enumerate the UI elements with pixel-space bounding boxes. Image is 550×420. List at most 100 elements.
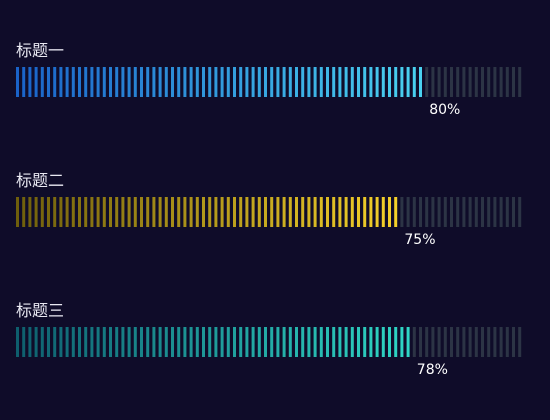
progress-item-3: 标题三 78%: [16, 300, 528, 380]
progress-segment-empty: [474, 327, 478, 357]
progress-segment-filled: [338, 67, 342, 97]
progress-segment-filled: [71, 197, 75, 227]
progress-segment-filled: [344, 327, 348, 357]
progress-segment-filled: [381, 327, 385, 357]
progress-segment-filled: [53, 327, 57, 357]
progress-segment-empty: [505, 197, 509, 227]
progress-segment-filled: [245, 67, 249, 97]
progress-segment-filled: [257, 67, 261, 97]
progress-segment-filled: [59, 67, 63, 97]
progress-segment-filled: [412, 67, 416, 97]
progress-segment-filled: [264, 67, 267, 97]
progress-segment-empty: [499, 67, 503, 97]
progress-segment-filled: [121, 197, 125, 227]
segmented-progress-bar: [16, 197, 522, 227]
progress-segment-empty: [400, 197, 404, 227]
progress-segment-filled: [109, 67, 112, 97]
progress-segment-empty: [456, 327, 460, 357]
progress-segment-empty: [450, 197, 453, 227]
progress-segment-filled: [313, 327, 317, 357]
progress-segment-filled: [344, 67, 348, 97]
progress-segment-filled: [90, 197, 94, 227]
progress-segment-filled: [326, 327, 329, 357]
progress-segment-empty: [487, 67, 491, 97]
progress-segment-filled: [59, 197, 63, 227]
progress-segment-filled: [363, 197, 367, 227]
progress-segment-filled: [276, 197, 280, 227]
progress-segment-filled: [28, 197, 32, 227]
progress-segment-filled: [140, 197, 143, 227]
progress-segment-filled: [133, 327, 137, 357]
progress-segment-filled: [226, 327, 230, 357]
progress-segment-empty: [425, 327, 429, 357]
progress-segment-filled: [71, 327, 75, 357]
progress-segment-filled: [363, 327, 367, 357]
progress-segment-filled: [220, 197, 224, 227]
progress-segment-filled: [288, 327, 292, 357]
progress-segment-filled: [276, 67, 280, 97]
progress-segment-filled: [282, 327, 286, 357]
progress-segment-empty: [474, 197, 478, 227]
progress-segment-empty: [431, 197, 435, 227]
progress-segment-filled: [264, 327, 267, 357]
progress-segment-filled: [233, 197, 236, 227]
progress-segment-filled: [375, 197, 379, 227]
progress-segment-filled: [146, 67, 150, 97]
progress-segment-empty: [505, 327, 509, 357]
progress-segment-filled: [400, 327, 404, 357]
progress-segment-filled: [40, 67, 44, 97]
progress-segment-empty: [456, 197, 460, 227]
progress-segment-empty: [450, 327, 453, 357]
progress-segment-filled: [22, 327, 26, 357]
progress-segment-empty: [512, 67, 515, 97]
progress-segment-empty: [437, 67, 441, 97]
progress-segment-filled: [251, 197, 255, 227]
progress-segment-filled: [214, 197, 218, 227]
progress-segment-empty: [419, 327, 422, 357]
progress-segment-filled: [183, 197, 187, 227]
progress-segment-filled: [78, 327, 81, 357]
progress-segment-filled: [295, 67, 298, 97]
progress-segment-filled: [140, 67, 143, 97]
progress-segment-empty: [493, 197, 497, 227]
progress-segment-filled: [419, 67, 422, 97]
progress-segment-filled: [96, 197, 100, 227]
progress-percent-label: 75%: [404, 232, 436, 248]
progress-segment-filled: [195, 197, 199, 227]
progress-segment-filled: [158, 67, 162, 97]
progress-segment-filled: [171, 67, 174, 97]
progress-segment-filled: [239, 67, 243, 97]
progress-segment-filled: [319, 197, 323, 227]
progress-segment-filled: [189, 197, 193, 227]
progress-segment-filled: [171, 197, 174, 227]
progress-segment-filled: [152, 327, 156, 357]
progress-segment-filled: [202, 67, 205, 97]
progress-segment-filled: [338, 197, 342, 227]
progress-segment-filled: [307, 67, 311, 97]
progress-segment-empty: [468, 327, 472, 357]
progress-segment-filled: [257, 327, 261, 357]
progress-segment-filled: [319, 327, 323, 357]
progress-segment-empty: [425, 197, 429, 227]
progress-segment-filled: [53, 197, 57, 227]
progress-segment-filled: [152, 67, 156, 97]
progress-segment-filled: [202, 327, 205, 357]
progress-segment-filled: [226, 67, 230, 97]
progress-segment-filled: [34, 327, 38, 357]
progress-segment-filled: [22, 67, 26, 97]
progress-segment-empty: [518, 197, 522, 227]
progress-segment-filled: [164, 197, 168, 227]
progress-segment-filled: [350, 67, 354, 97]
progress-segment-empty: [406, 197, 410, 227]
progress-segment-filled: [121, 67, 125, 97]
progress-segment-filled: [388, 197, 391, 227]
progress-segment-filled: [133, 197, 137, 227]
progress-segment-filled: [332, 197, 336, 227]
progress-segment-filled: [189, 327, 193, 357]
progress-segment-filled: [121, 327, 125, 357]
progress-segment-filled: [381, 197, 385, 227]
progress-segment-filled: [28, 67, 32, 97]
progress-segment-filled: [102, 327, 106, 357]
progress-segment-filled: [369, 67, 373, 97]
progress-segment-filled: [332, 67, 336, 97]
